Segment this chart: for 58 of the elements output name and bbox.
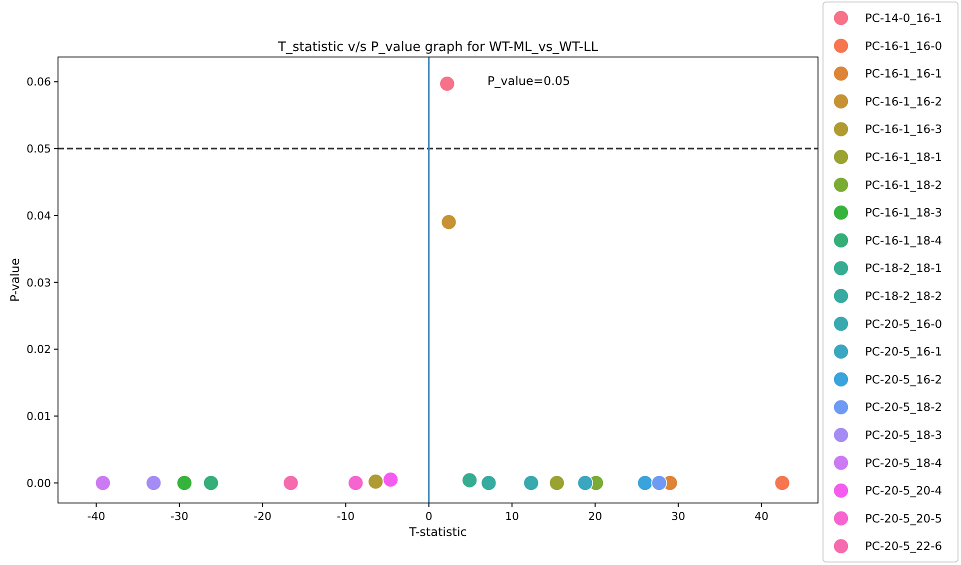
point — [382, 472, 399, 488]
y-tick-label: 0.05 — [26, 142, 51, 156]
point — [146, 475, 162, 491]
legend-label: PC-16-1_16-2 — [865, 94, 942, 108]
point — [523, 475, 540, 491]
point — [348, 475, 364, 491]
legend-label: PC-20-5_16-0 — [865, 316, 942, 331]
legend-label: PC-20-5_16-2 — [865, 372, 942, 386]
x-tick-label: 30 — [671, 510, 686, 523]
legend-label: PC-20-5_22-6 — [865, 539, 942, 554]
point — [439, 76, 456, 92]
annotation: P_value=0.05 — [487, 74, 570, 88]
x-tick-label: -10 — [336, 510, 355, 523]
y-tick-label: 0.00 — [26, 476, 51, 490]
chart-title: T_statistic v/s P_value graph for WT-ML_vs_WT-LL — [277, 40, 599, 55]
point — [95, 475, 111, 491]
point — [637, 475, 653, 491]
x-tick-label: 20 — [588, 510, 602, 523]
legend-label: PC-16-1_18-3 — [865, 206, 942, 220]
legend-label: PC-20-5_16-1 — [865, 344, 942, 359]
x-tick-label: -30 — [170, 510, 188, 523]
y-tick-label: 0.04 — [26, 209, 51, 222]
legend-label: PC-20-5_18-3 — [865, 428, 942, 442]
point — [462, 472, 478, 488]
legend-label: PC-18-2_18-2 — [865, 289, 942, 303]
point — [368, 474, 384, 490]
point — [203, 475, 219, 491]
y-tick-label: 0.06 — [26, 76, 51, 89]
legend-label: PC-20-5_20-5 — [865, 511, 942, 526]
legend-label: PC-18-2_18-1 — [865, 261, 942, 276]
x-tick-label: -40 — [87, 510, 106, 523]
legend-label: PC-16-1_18-4 — [865, 233, 942, 248]
point — [651, 475, 668, 491]
x-tick-label: 0 — [425, 510, 432, 523]
y-tick-label: 0.01 — [26, 410, 51, 424]
legend-label: PC-16-1_16-3 — [865, 122, 942, 136]
legend-label: PC-16-1_16-1 — [865, 66, 942, 81]
point — [282, 475, 299, 491]
legend-label: PC-20-5_20-4 — [865, 484, 942, 498]
legend-label: PC-20-5_18-2 — [865, 400, 942, 414]
x-tick-label: 40 — [754, 510, 768, 523]
point — [549, 475, 565, 491]
point — [440, 214, 457, 230]
y-axis-title: P-value — [8, 258, 22, 302]
legend-label: PC-16-1_18-1 — [865, 150, 942, 164]
legend-label: PC-16-1_18-2 — [865, 178, 942, 192]
x-axis-title: T-statistic — [408, 525, 467, 539]
y-tick-label: 0.02 — [26, 343, 51, 356]
x-tick-label: 10 — [505, 510, 520, 523]
legend-label: PC-16-1_16-0 — [865, 38, 942, 53]
legend-label: PC-20-5_18-4 — [865, 456, 942, 470]
x-tick-label: -20 — [254, 510, 272, 523]
point — [577, 475, 594, 491]
point — [774, 475, 790, 491]
y-tick-label: 0.03 — [26, 276, 51, 290]
point — [176, 475, 192, 491]
legend-label: PC-14-0_16-1 — [865, 11, 942, 25]
point — [480, 475, 497, 491]
